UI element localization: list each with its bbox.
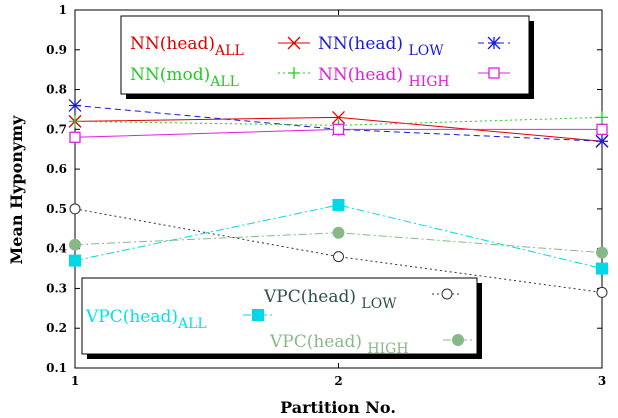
x-tick-label: 3 [598,374,606,388]
data-point [487,36,501,50]
legend-box [81,277,478,355]
legend-label-sub: LOW [408,43,444,59]
data-point [287,36,301,50]
y-tick-label: 1 [59,3,67,17]
y-tick-label: 0.5 [46,202,67,216]
data-point [596,111,608,124]
data-point [488,67,500,79]
series-3 [69,123,608,143]
x-tick-label: 2 [334,374,342,388]
legend-entry: NN(head) HIGH [318,65,510,90]
y-tick-label: 0.6 [46,162,67,176]
legend-label: NN(head)ALL [130,34,244,59]
y-tick-label: 0.4 [46,242,67,256]
series-line [74,208,603,293]
legend-label-main: NN(head) [318,65,408,85]
legend-label-sub: ALL [214,43,244,59]
data-point [288,67,300,79]
legend-box [120,15,530,95]
legend-label-sub: HIGH [367,341,408,357]
legend-label: VPC(head) LOW [263,287,397,312]
legend-label: NN(head) HIGH [318,65,450,90]
data-point [441,288,453,300]
y-axis-label: Mean Hyponymy [7,115,26,265]
legend-entry: VPC(head) LOW [263,287,462,312]
data-point [596,262,608,275]
data-point [595,134,609,148]
data-point [69,115,81,128]
legend-entry: VPC(head) HIGH [269,332,473,357]
data-point [252,309,264,321]
legend-label-sub: LOW [361,296,397,312]
data-point [69,131,81,143]
series-6 [69,226,608,259]
y-tick-label: 0.8 [46,83,67,97]
data-point [332,110,345,124]
legend-entry: VPC(head)ALL [85,307,273,332]
legend-entry: NN(head)ALL [130,34,310,59]
axes: 0.1 0.2 0.3 0.4 0.5 0.6 0.7 0.8 0.9 1 1 2 3 [46,3,606,388]
series-layer [68,99,609,298]
x-axis-label: Partition No. [280,398,396,417]
data-point [596,286,608,298]
data-point [69,254,81,267]
series-line [74,204,603,270]
legend-label: NN(head) LOW [318,34,444,59]
legend-label-sub: ALL [209,74,239,90]
data-point [69,238,81,251]
legend-label-main: NN(head) [318,34,408,54]
legend-label: VPC(head)ALL [85,307,207,332]
legend-label: NN(mod)ALL [130,65,239,90]
series-4 [69,198,608,275]
legend-label-main: VPC(head) [85,307,178,327]
data-point [332,198,345,211]
series-5 [69,203,608,298]
y-tick-label: 0.2 [46,321,67,335]
legend-label-main: NN(mod) [130,65,210,85]
legend-entry: NN(head) LOW [318,34,510,59]
y-tick-label: 0.3 [46,281,67,295]
data-point [69,203,81,215]
data-point [596,123,608,135]
y-tick-label: 0.1 [46,361,67,375]
legend-label-main: NN(head) [130,34,215,54]
data-point [596,246,608,259]
data-point [68,99,82,112]
legend-label-main: VPC(head) [269,332,367,352]
data-point [332,226,345,239]
legend-label-main: VPC(head) [263,287,361,307]
y-tick-label: 0.7 [46,122,67,136]
legend-label-sub: HIGH [408,74,449,90]
legend-label-sub: ALL [177,316,207,332]
data-point [332,123,345,135]
x-tick-label: 1 [71,374,79,388]
data-point [333,251,344,263]
legend-entry: NN(mod)ALL [130,65,310,90]
data-point [452,334,464,346]
y-tick-label: 0.9 [46,43,67,57]
legend-label: VPC(head) HIGH [269,332,409,357]
